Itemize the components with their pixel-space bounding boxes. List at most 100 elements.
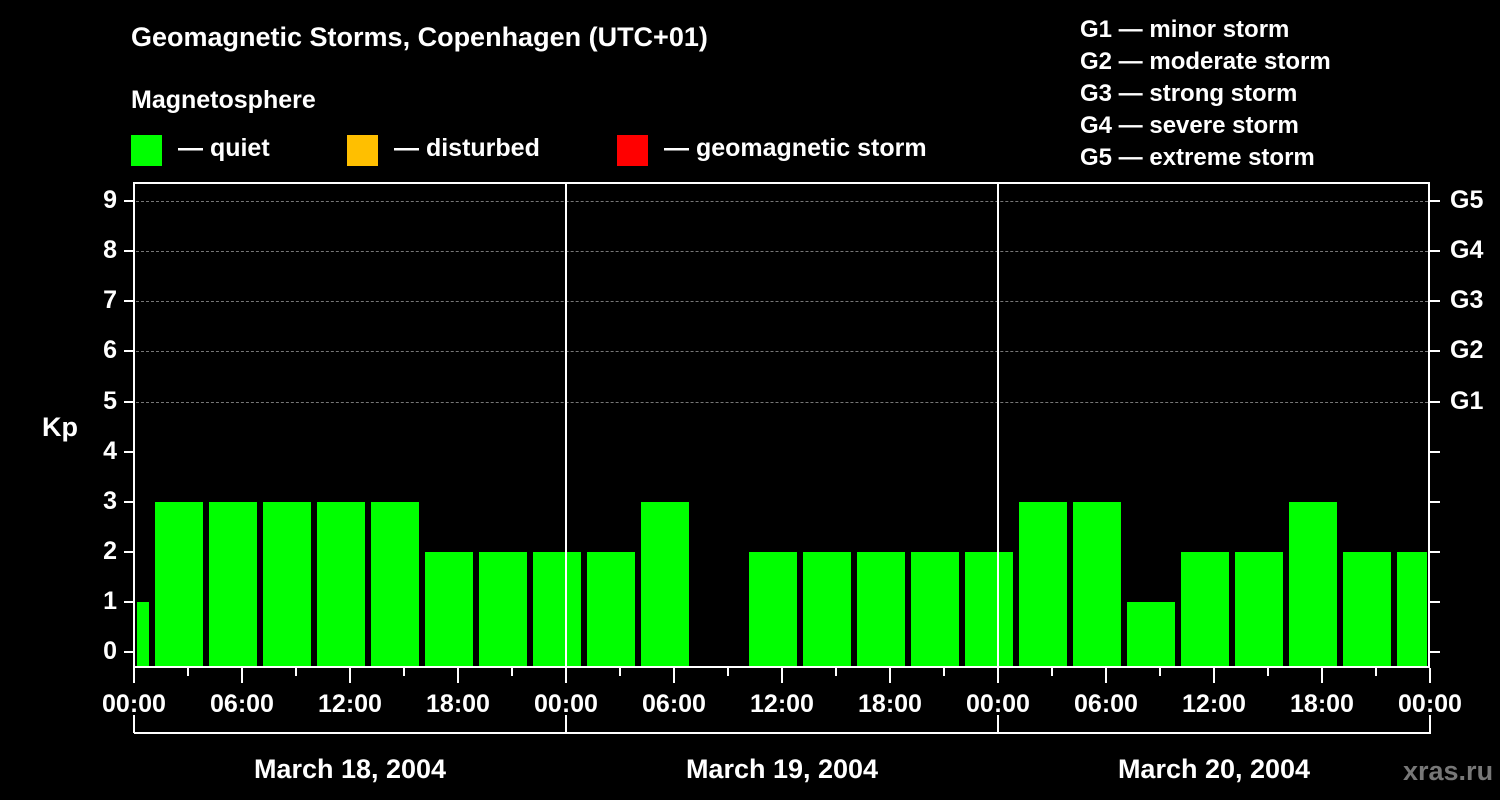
x-tick bbox=[295, 668, 297, 676]
gridline bbox=[136, 201, 1428, 202]
y-tick-label: 3 bbox=[103, 487, 117, 515]
kp-bar bbox=[263, 502, 311, 667]
y-tick-label: 1 bbox=[103, 587, 117, 615]
x-tick-label: 12:00 bbox=[318, 690, 382, 718]
x-tick bbox=[1159, 668, 1161, 676]
date-label-3: March 20, 2004 bbox=[1117, 754, 1311, 784]
x-tick-label: 00:00 bbox=[966, 690, 1030, 718]
kp-bar bbox=[1397, 552, 1427, 667]
x-tick bbox=[511, 668, 513, 676]
x-tick bbox=[187, 668, 189, 676]
y-tick-left bbox=[124, 501, 134, 503]
kp-bar bbox=[1073, 502, 1121, 667]
y-tick-right bbox=[1430, 401, 1440, 403]
y-tick-left bbox=[124, 300, 134, 302]
kp-bar bbox=[857, 552, 905, 667]
date-bracket-tick bbox=[1429, 715, 1431, 733]
date-bracket-tick bbox=[133, 715, 135, 733]
y-tick-right bbox=[1430, 601, 1440, 603]
x-tick bbox=[943, 668, 945, 676]
legend-heading: Magnetosphere bbox=[131, 86, 316, 114]
gridline bbox=[136, 351, 1428, 352]
y-tick-left bbox=[124, 551, 134, 553]
g-level-label: G2 bbox=[1450, 336, 1484, 364]
g2-label: G2 — moderate storm bbox=[1080, 48, 1331, 75]
x-tick-label: 00:00 bbox=[1398, 690, 1462, 718]
legend-quiet: — quiet bbox=[178, 134, 270, 162]
x-tick-label: 12:00 bbox=[1182, 690, 1246, 718]
y-tick-right bbox=[1430, 651, 1440, 653]
quiet-swatch bbox=[131, 135, 162, 166]
y-tick-label: 5 bbox=[103, 387, 117, 415]
plot-frame bbox=[133, 182, 1430, 668]
date-bracket-tick bbox=[565, 715, 567, 733]
x-tick bbox=[1213, 668, 1215, 683]
y-tick-right bbox=[1430, 350, 1440, 352]
y-tick-left bbox=[124, 651, 134, 653]
g-level-label: G1 bbox=[1450, 387, 1484, 415]
kp-bar bbox=[317, 502, 365, 667]
x-tick bbox=[241, 668, 243, 683]
kp-bar bbox=[803, 552, 851, 667]
x-tick bbox=[835, 668, 837, 676]
g-level-label: G3 bbox=[1450, 286, 1484, 314]
day-separator bbox=[565, 182, 567, 668]
g5-label: G5 — extreme storm bbox=[1080, 144, 1315, 171]
x-tick bbox=[889, 668, 891, 683]
x-tick bbox=[997, 668, 999, 683]
y-tick-right bbox=[1430, 300, 1440, 302]
kp-bar bbox=[1235, 552, 1283, 667]
y-tick-left bbox=[124, 350, 134, 352]
y-tick-left bbox=[124, 401, 134, 403]
x-tick bbox=[403, 668, 405, 676]
g-scale-legend: G1 — minor storm G2 — moderate storm G3 … bbox=[1080, 14, 1331, 174]
x-tick bbox=[349, 668, 351, 683]
y-tick-label: 8 bbox=[103, 236, 117, 264]
x-tick bbox=[781, 668, 783, 683]
legend-storm: — geomagnetic storm bbox=[664, 134, 927, 162]
gridline bbox=[136, 251, 1428, 252]
x-tick bbox=[619, 668, 621, 676]
y-tick-label: 9 bbox=[103, 186, 117, 214]
y-tick-label: 7 bbox=[103, 286, 117, 314]
y-tick-right bbox=[1430, 551, 1440, 553]
x-tick bbox=[1429, 668, 1431, 683]
kp-bar bbox=[155, 502, 203, 667]
x-tick bbox=[1375, 668, 1377, 676]
kp-bar bbox=[371, 502, 419, 667]
y-tick-label: 2 bbox=[103, 537, 117, 565]
g4-label: G4 — severe storm bbox=[1080, 112, 1299, 139]
storm-swatch bbox=[617, 135, 648, 166]
x-tick bbox=[673, 668, 675, 683]
x-tick bbox=[1105, 668, 1107, 683]
kp-bar bbox=[1343, 552, 1391, 667]
date-bracket bbox=[134, 732, 1431, 734]
day-separator bbox=[997, 182, 999, 668]
y-tick-right bbox=[1430, 250, 1440, 252]
y-tick-right bbox=[1430, 200, 1440, 202]
x-tick bbox=[1321, 668, 1323, 683]
kp-bar bbox=[1181, 552, 1229, 667]
y-tick-right bbox=[1430, 501, 1440, 503]
x-tick bbox=[133, 668, 135, 683]
y-tick-label: 4 bbox=[103, 437, 117, 465]
y-tick-left bbox=[124, 451, 134, 453]
kp-bar bbox=[137, 602, 149, 667]
kp-bar bbox=[749, 552, 797, 667]
y-tick-left bbox=[124, 250, 134, 252]
x-tick-label: 18:00 bbox=[426, 690, 490, 718]
x-tick bbox=[727, 668, 729, 676]
kp-bar bbox=[1127, 602, 1175, 667]
kp-bar bbox=[587, 552, 635, 667]
kp-bar bbox=[533, 552, 581, 667]
x-tick-label: 00:00 bbox=[534, 690, 598, 718]
kp-bar bbox=[425, 552, 473, 667]
x-tick-label: 18:00 bbox=[1290, 690, 1354, 718]
y-tick-left bbox=[124, 601, 134, 603]
g1-label: G1 — minor storm bbox=[1080, 16, 1290, 43]
date-label-1: March 18, 2004 bbox=[253, 754, 447, 784]
x-tick-label: 06:00 bbox=[210, 690, 274, 718]
kp-bar bbox=[1019, 502, 1067, 667]
kp-bar bbox=[1289, 502, 1337, 667]
y-tick-label: 6 bbox=[103, 336, 117, 364]
